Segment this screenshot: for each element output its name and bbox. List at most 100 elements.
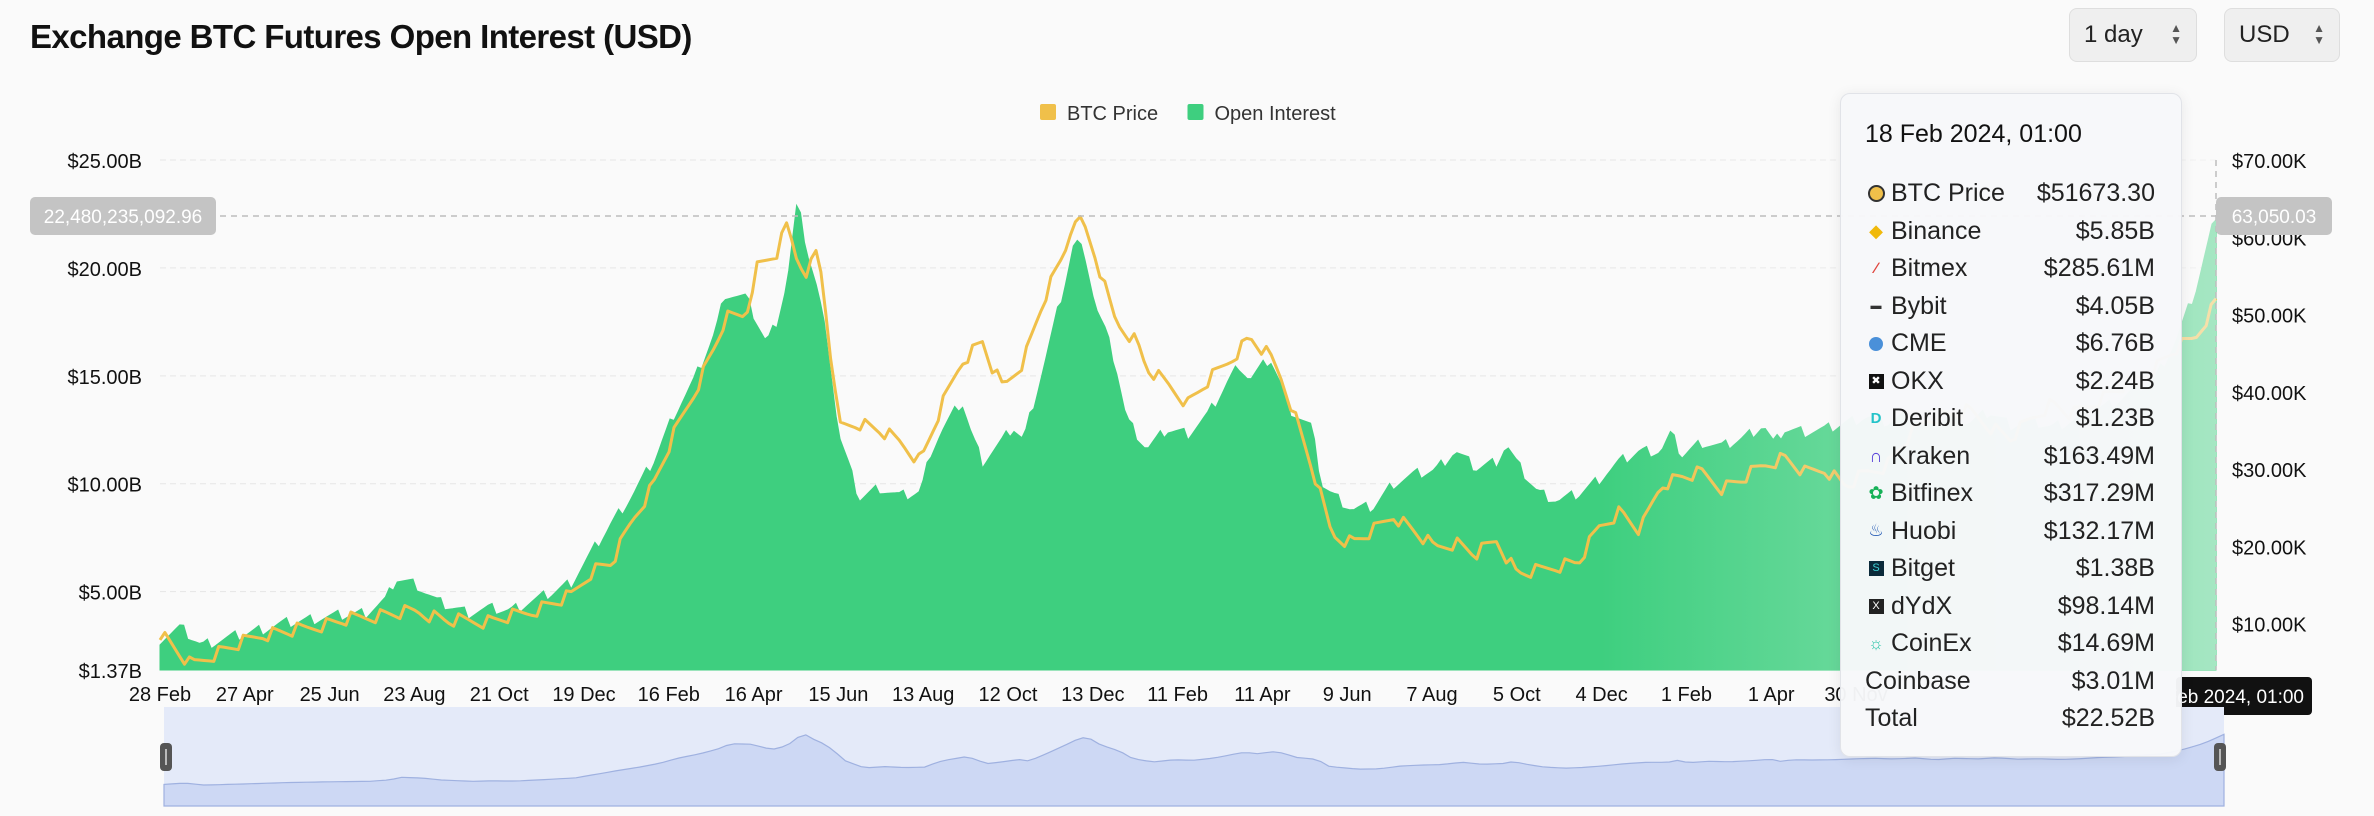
tooltip-row-value: $2.24B [2075,366,2155,395]
y-left-tick-label: $1.37B [79,661,142,683]
tooltip-row-label: Total [1865,704,1918,733]
x-tick-label: 12 Oct [979,684,1038,706]
y-right-tick-label: $40.00K [2232,383,2307,405]
tooltip-row-label: Bitmex [1891,254,1968,283]
tooltip-row-label: Kraken [1891,441,1971,470]
y-left-tick-label: $25.00B [67,151,142,173]
x-tick-label: 11 Apr [1234,684,1291,706]
tooltip-row-value: $132.17M [2043,516,2155,545]
tooltip-row: CME $6.76B [1865,325,2155,363]
x-tick-label: 23 Aug [383,684,445,706]
tooltip-row: ✿ Bitfinex $317.29M [1865,475,2155,513]
x-tick-label: 11 Feb [1147,684,1208,706]
tooltip-row: Coinbase $3.01M [1865,663,2155,701]
tooltip-row: ∩ Kraken $163.49M [1865,438,2155,476]
x-tick-label: 16 Apr [725,684,783,706]
legend-label[interactable]: Open Interest [1215,103,1337,125]
bybit-icon: ▬ [1870,300,1882,313]
tooltip-row-label: dYdX [1891,591,1953,620]
legend-swatch [1187,104,1204,120]
tooltip-date: 18 Feb 2024, 01:00 [1865,120,2082,148]
tooltip-row-value: $4.05B [2075,291,2155,320]
tooltip-row-label: Bybit [1891,291,1947,320]
crosshair-left-badge [30,197,216,235]
tooltip-row-value: $98.14M [2057,591,2155,620]
tooltip-row-value: $285.61M [2043,254,2155,283]
tooltip-row: Total $22.52B [1865,700,2155,738]
tooltip-row-value: $3.01M [2071,666,2155,695]
y-left-tick-label: $20.00B [67,259,142,281]
deribit-icon: D [1870,410,1882,428]
tooltip-row-value: $14.69M [2057,629,2155,658]
tooltip-row: S Bitget $1.38B [1865,550,2155,588]
bitget-icon: S [1865,559,1887,579]
tooltip-row-value: $6.76B [2075,329,2155,358]
x-tick-label: 25 Jun [300,684,360,706]
chart-title: Exchange BTC Futures Open Interest (USD) [30,18,692,55]
x-tick-label: 4 Dec [1575,684,1627,706]
y-right-tick-label: $20.00K [2232,537,2307,559]
tooltip-row-value: $163.49M [2043,441,2155,470]
tooltip-row-value: $51673.30 [2036,179,2155,208]
tooltip-row-label: CoinEx [1891,629,1972,658]
bitmex-icon: ∕ [1874,260,1878,278]
tooltip-row-value: $317.29M [2043,479,2155,508]
x-tick-label: 27 Apr [216,684,274,706]
tooltip-row-label: BTC Price [1891,179,2005,208]
crosshair-date-badge [2176,677,2312,715]
x-tick-label: 5 Oct [1493,684,1541,706]
crosshair-right-value: 63,050.03 [2232,207,2317,228]
x-tick-label: 15 Jun [808,684,868,706]
x-tick-label: 1 Apr [1748,684,1795,706]
legend-label[interactable]: BTC Price [1067,103,1158,125]
y-right-tick-label: $50.00K [2232,306,2307,328]
interval-select-value: 1 day [2084,21,2143,48]
tooltip-row: ◆ Binance $5.85B [1865,213,2155,251]
tooltip-row: ✖ OKX $2.24B [1865,363,2155,401]
tooltip-row: D Deribit $1.23B [1865,400,2155,438]
binance-icon: ◆ [1869,220,1883,241]
tooltip-row: ☼ CoinEx $14.69M [1865,625,2155,663]
y-right-tick-label: $10.00K [2232,615,2307,637]
x-tick-label: 21 Oct [470,684,529,706]
crosshair-left-value: 22,480,235,092.96 [44,207,203,228]
tooltip-row-value: $1.38B [2075,554,2155,583]
tooltip-row: ♨ Huobi $132.17M [1865,513,2155,551]
dydx-icon: X [1865,596,1887,616]
x-tick-label: 16 Feb [638,684,700,706]
cme-icon [1865,334,1887,354]
okx-icon: ✖ [1865,371,1887,391]
tooltip-row-label: OKX [1891,366,1944,395]
kraken-icon: ∩ [1869,445,1883,466]
huobi-icon: ♨ [1868,521,1884,541]
chart-tooltip: 18 Feb 2024, 01:00 BTC Price $51673.30 ◆ Bi… [1840,93,2182,757]
interval-select[interactable]: 1 day ▲ ▼ [2069,8,2197,62]
x-tick-label: 19 Dec [552,684,615,706]
tooltip-row-value: $5.85B [2075,216,2155,245]
tooltip-row-label: Deribit [1891,404,1964,433]
tooltip-row-label: Bitget [1891,554,1955,583]
x-tick-label: 28 Feb [129,684,191,706]
tooltip-row-label: Binance [1891,216,1982,245]
tooltip-row-label: CME [1891,329,1947,358]
tooltip-row-value: $22.52B [2061,704,2155,733]
tooltip-row-label: Bitfinex [1891,479,1973,508]
currency-select-value: USD [2239,21,2290,48]
x-tick-label: 1 Feb [1661,684,1712,706]
y-right-tick-label: $30.00K [2232,460,2307,482]
currency-select[interactable]: USD ▲ ▼ [2224,8,2340,62]
x-tick-label: 9 Jun [1323,684,1372,706]
coinex-icon: ☼ [1868,633,1884,653]
y-left-tick-label: $5.00B [79,583,142,605]
y-right-tick-label: $70.00K [2232,151,2307,173]
tooltip-row: ∕ Bitmex $285.61M [1865,250,2155,288]
tooltip-row-value: $1.23B [2075,404,2155,433]
crosshair-date-label: 18 Feb 2024, 01:00 [2139,687,2304,708]
tooltip-row-label: Huobi [1891,516,1957,545]
y-left-tick-label: $10.00B [67,475,142,497]
x-tick-label: 7 Aug [1406,684,1457,706]
legend-swatch [1040,104,1056,120]
btc-price-dot-icon [1865,184,1887,204]
x-tick-label: 13 Aug [892,684,954,706]
